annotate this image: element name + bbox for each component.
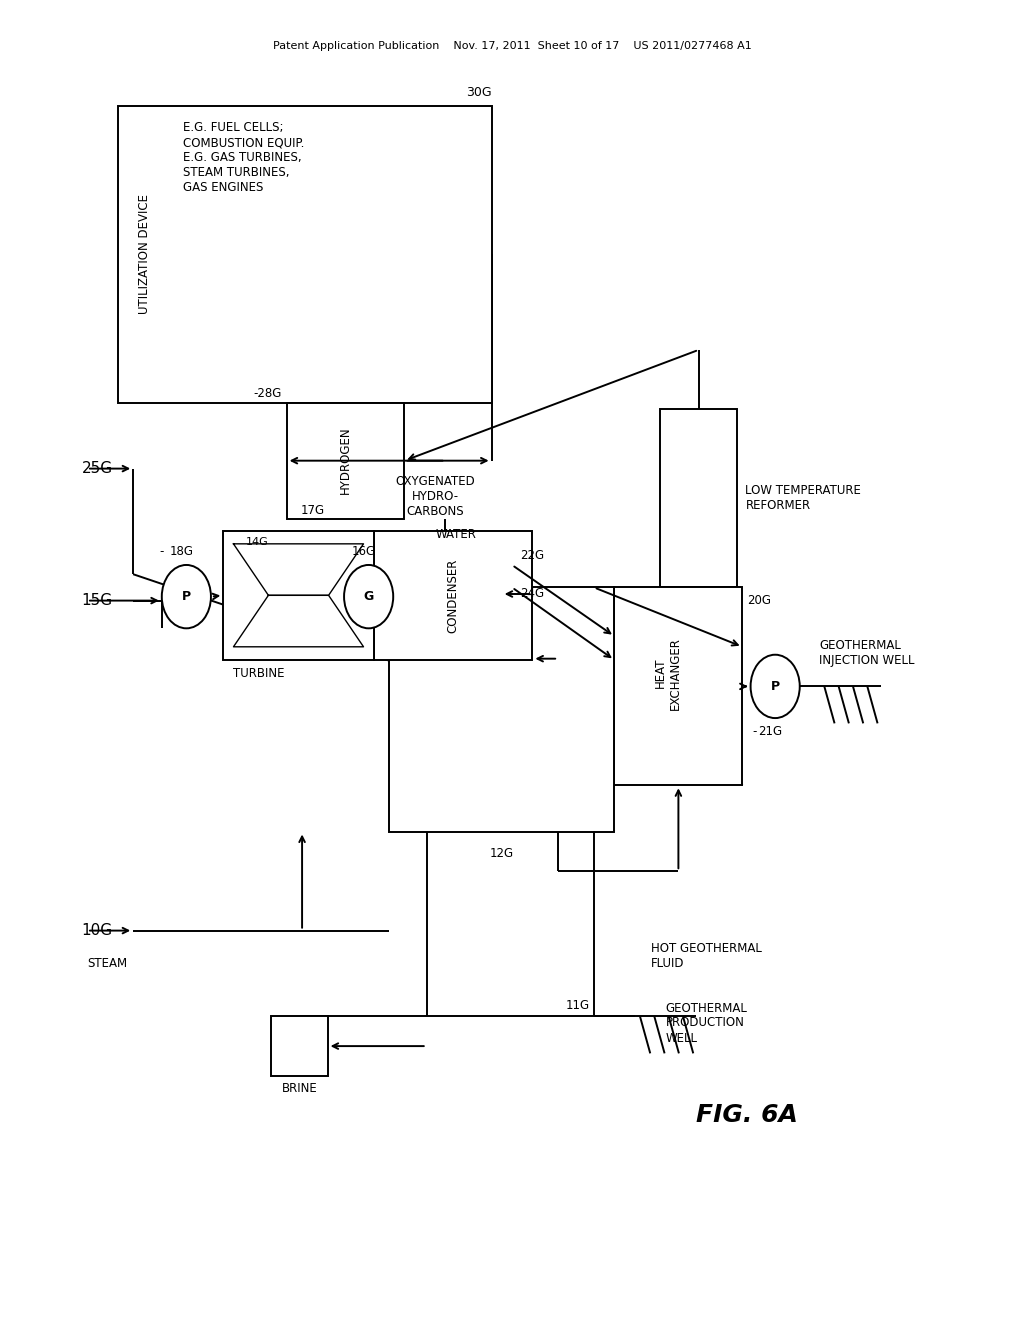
Text: -: - bbox=[160, 545, 164, 558]
Text: 11G: 11G bbox=[565, 999, 590, 1012]
Text: 10G: 10G bbox=[82, 923, 113, 939]
Text: P: P bbox=[771, 680, 779, 693]
Circle shape bbox=[751, 655, 800, 718]
Bar bbox=[614, 587, 742, 785]
Text: TURBINE: TURBINE bbox=[233, 667, 285, 680]
Text: UTILIZATION DEVICE: UTILIZATION DEVICE bbox=[138, 194, 151, 314]
Text: 24G: 24G bbox=[520, 587, 545, 601]
Text: P: P bbox=[182, 590, 190, 603]
Text: 17G: 17G bbox=[301, 504, 325, 517]
Text: LOW TEMPERATURE
REFORMER: LOW TEMPERATURE REFORMER bbox=[745, 484, 861, 512]
Text: 25G: 25G bbox=[82, 461, 113, 477]
Bar bbox=[287, 403, 404, 519]
Text: WATER: WATER bbox=[435, 528, 476, 541]
Text: -: - bbox=[753, 725, 757, 738]
Circle shape bbox=[344, 565, 393, 628]
Bar bbox=[660, 409, 737, 587]
Text: HYDROGEN: HYDROGEN bbox=[339, 426, 352, 495]
Text: 18G: 18G bbox=[169, 545, 194, 558]
Text: 14G: 14G bbox=[246, 537, 268, 548]
Text: GEOTHERMAL
INJECTION WELL: GEOTHERMAL INJECTION WELL bbox=[819, 639, 914, 667]
Bar bbox=[374, 531, 532, 660]
Text: G: G bbox=[364, 590, 374, 603]
Text: FIG. 6A: FIG. 6A bbox=[696, 1104, 798, 1127]
Text: 22G: 22G bbox=[520, 549, 545, 562]
Text: GEOTHERMAL
PRODUCTION
WELL: GEOTHERMAL PRODUCTION WELL bbox=[666, 1002, 748, 1044]
Text: CONDENSER: CONDENSER bbox=[446, 558, 460, 632]
Text: 15G: 15G bbox=[82, 593, 113, 609]
Text: 30G: 30G bbox=[466, 86, 492, 99]
Text: STEAM: STEAM bbox=[87, 957, 127, 970]
Text: HOT GEOTHERMAL
FLUID: HOT GEOTHERMAL FLUID bbox=[651, 942, 762, 970]
Text: BRINE: BRINE bbox=[282, 1082, 317, 1096]
Text: 16G: 16G bbox=[351, 545, 376, 558]
Text: HEAT
EXCHANGER: HEAT EXCHANGER bbox=[654, 636, 682, 710]
Text: Patent Application Publication    Nov. 17, 2011  Sheet 10 of 17    US 2011/02774: Patent Application Publication Nov. 17, … bbox=[272, 41, 752, 51]
Text: E.G. FUEL CELLS;
COMBUSTION EQUIP.
E.G. GAS TURBINES,
STEAM TURBINES,
GAS ENGINE: E.G. FUEL CELLS; COMBUSTION EQUIP. E.G. … bbox=[183, 121, 305, 194]
Circle shape bbox=[162, 565, 211, 628]
Text: 12G: 12G bbox=[489, 847, 514, 861]
Text: -28G: -28G bbox=[253, 387, 282, 400]
Bar bbox=[389, 587, 614, 832]
Bar bbox=[118, 106, 492, 403]
Bar bbox=[271, 1016, 328, 1076]
Text: OXYGENATED
HYDRO-
CARBONS: OXYGENATED HYDRO- CARBONS bbox=[395, 475, 475, 519]
Text: 21G: 21G bbox=[758, 725, 782, 738]
Bar bbox=[223, 531, 374, 660]
Text: 20G: 20G bbox=[748, 594, 771, 607]
